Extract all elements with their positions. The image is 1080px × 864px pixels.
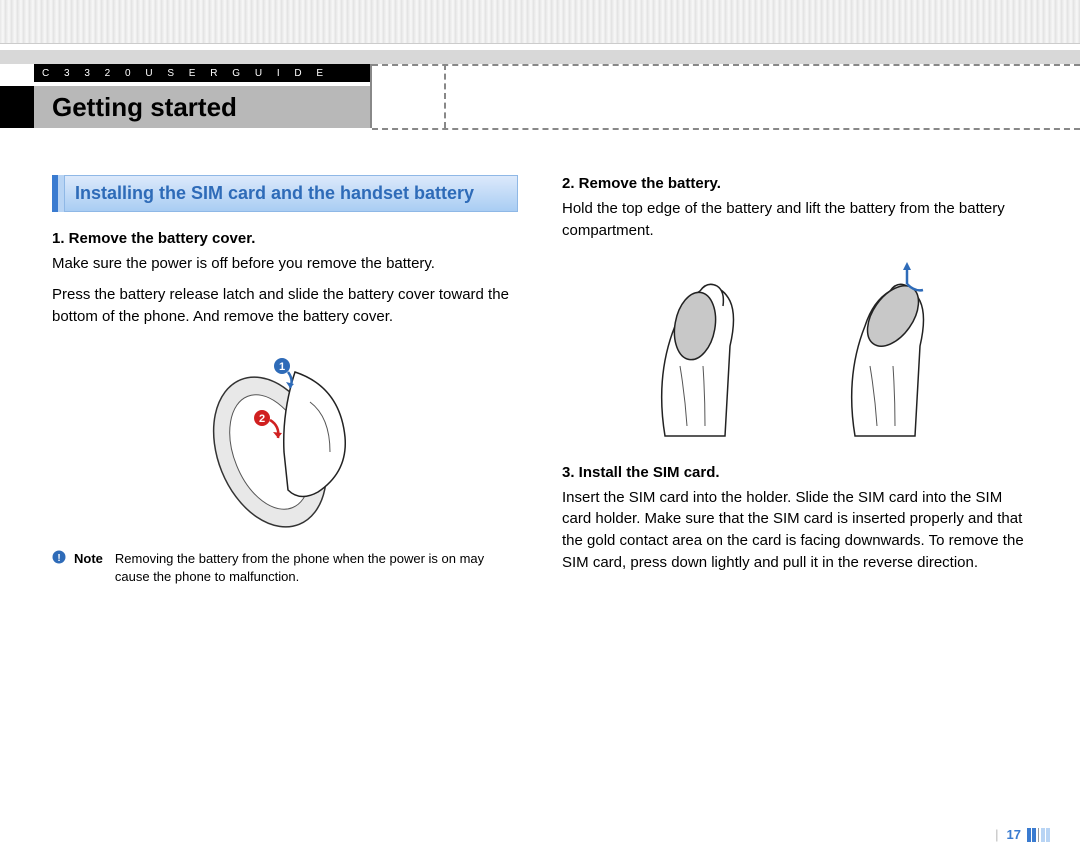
- spiral-binding: [0, 0, 1080, 44]
- page-footer: | 17: [995, 827, 1050, 842]
- header-dash-vertical: [444, 64, 446, 128]
- marker-1-icon: 1: [279, 361, 285, 373]
- illustration-step2: [562, 256, 1028, 446]
- header-dash-top: [372, 64, 1080, 66]
- chapter-title: Getting started: [34, 86, 372, 128]
- marker-2-icon: 2: [259, 413, 265, 425]
- step2-title: 2. Remove the battery.: [562, 175, 1028, 192]
- step3-title: 3. Install the SIM card.: [562, 464, 1028, 481]
- note-icon: !: [52, 550, 66, 586]
- step2-para1: Hold the top edge of the battery and lif…: [562, 198, 1028, 242]
- footer-bars: [1027, 828, 1050, 842]
- step1-title: 1. Remove the battery cover.: [52, 230, 518, 247]
- step3-para1: Insert the SIM card into the holder. Sli…: [562, 487, 1028, 574]
- chapter-tab-end: [0, 86, 34, 128]
- right-column: 2. Remove the battery. Hold the top edge…: [562, 175, 1028, 804]
- hand-battery-illustration-a: [625, 256, 775, 446]
- doc-id-text: C 3 3 2 0 U S E R G U I D E: [42, 68, 329, 79]
- section-title: Installing the SIM card and the handset …: [64, 175, 518, 212]
- top-gray-band: [0, 50, 1080, 64]
- footer-bar: [1041, 828, 1045, 842]
- footer-bar-divider: [1038, 828, 1039, 842]
- footer-bar: [1032, 828, 1036, 842]
- footer-separator: |: [995, 827, 998, 842]
- page-number: 17: [1007, 827, 1021, 842]
- doc-id-strip: C 3 3 2 0 U S E R G U I D E: [34, 64, 370, 82]
- content-area: Installing the SIM card and the handset …: [52, 175, 1028, 804]
- svg-text:!: !: [57, 553, 60, 564]
- footer-bar: [1027, 828, 1031, 842]
- left-column: Installing the SIM card and the handset …: [52, 175, 518, 804]
- step1-para1: Make sure the power is off before you re…: [52, 253, 518, 275]
- note-label: Note: [74, 550, 103, 586]
- header-divider-solid: [370, 64, 372, 128]
- chapter-tab: Getting started: [0, 86, 372, 128]
- section-banner: Installing the SIM card and the handset …: [52, 175, 518, 212]
- note-text: Removing the battery from the phone when…: [115, 550, 518, 586]
- step1-para2: Press the battery release latch and slid…: [52, 284, 518, 328]
- footer-bar: [1046, 828, 1050, 842]
- hand-battery-illustration-b: [815, 256, 965, 446]
- illustration-step1: 1 2: [52, 342, 518, 532]
- note-row: ! Note Removing the battery from the pho…: [52, 550, 518, 586]
- banner-accent-bar: [52, 175, 64, 212]
- phone-cover-illustration: 1 2: [200, 342, 370, 532]
- header-dash-bottom: [372, 128, 1080, 130]
